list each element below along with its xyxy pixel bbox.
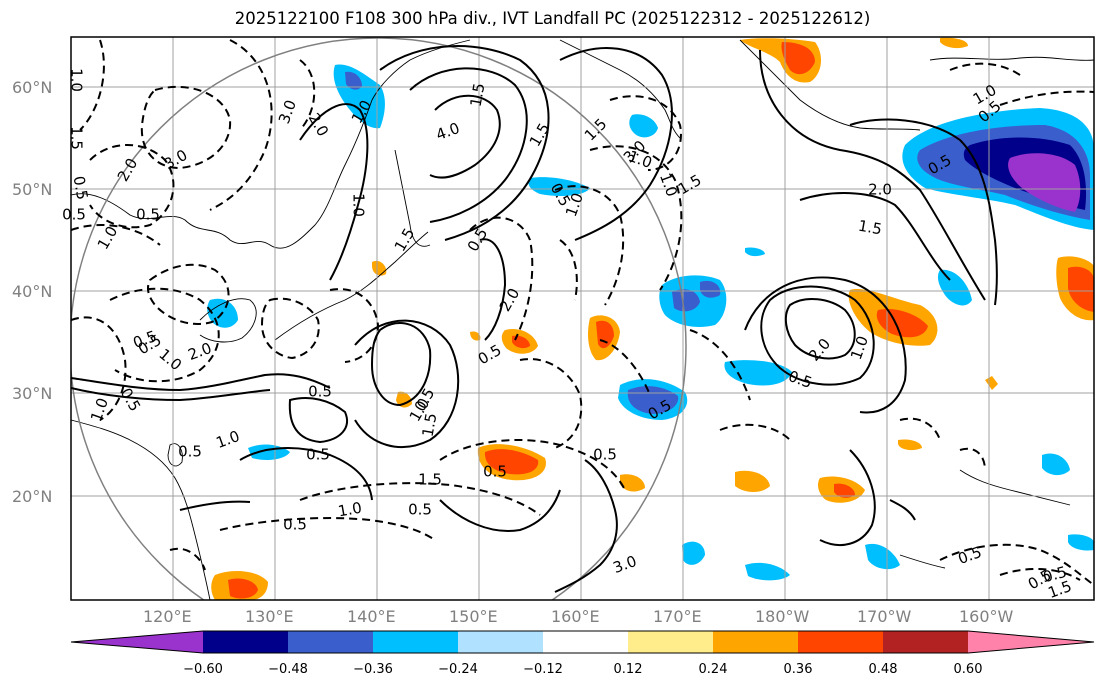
pos-blob-p15 [985,376,998,390]
colorbar-tick-label: −0.12 [523,662,563,677]
colorbar-segment [628,631,713,653]
contour-label: 2.0 [868,181,892,199]
pos-blob-p6b [484,449,539,475]
contour-label: 0.5 [283,516,307,534]
lon-label-140e: 140°E [347,607,396,626]
pos-blob-p1b [781,42,815,75]
colorbar-segment [373,631,458,653]
contour-label: 1.5 [857,217,884,239]
lon-label-160e: 160°E [551,607,600,626]
neg-blob-n3 [528,177,590,196]
pos-blob-p10b [228,578,258,599]
pos-blob-p4b [596,320,614,349]
contour-label: 1.5 [467,82,489,109]
colorbar-tick-label: 0.24 [698,662,728,677]
contour-label: 1.5 [68,126,86,150]
pos-blob-p8 [735,470,770,492]
figure-title: 2025122100 F108 300 hPa div., IVT Landfa… [234,9,871,28]
contour-label: 1.0 [68,68,86,92]
colorbar-tick-label: 0.60 [953,662,983,677]
contour-label: 0.5 [483,463,507,481]
colorbar-tick-label: 0.48 [868,662,898,677]
contour-label: 0.5 [308,383,332,401]
contour-label: 0.5 [306,446,330,464]
colorbar-segment [203,631,288,653]
colorbar-segment [968,631,1094,653]
contour-label: 1.5 [418,471,442,489]
colorbar-tick-label: −0.24 [438,662,478,677]
solid-contours [71,45,998,593]
contour-label: 0.5 [70,175,92,202]
colorbar-tick-label: −0.48 [268,662,308,677]
colorbar-segment [288,631,373,653]
neg-blob-n2 [629,114,658,138]
colorbar-tick-label: 0.12 [613,662,643,677]
colorbar-outline [70,630,1095,654]
landfall-radius-circle [71,37,687,600]
contour-label: 0.5 [178,443,202,461]
neg-blob-c1c [700,280,721,298]
neg-blob-c9 [745,562,790,581]
lat-label-40n: 40°N [12,282,53,301]
lon-label-170w: 170°W [857,607,912,626]
pos-blob-p9 [620,474,645,492]
neg-blob-c8 [865,543,900,570]
neg-blob-c11 [1068,534,1094,551]
contour-label: 1.0 [337,499,364,521]
colorbar-segment [458,631,543,653]
lon-label-150e: 150°E [449,607,498,626]
colorbar [70,630,1095,654]
neg-blob-c10 [682,541,705,565]
contour-label: 0.5 [136,206,160,224]
contour-label: 0.5 [408,501,432,519]
lat-label-30n: 30°N [12,384,53,403]
pos-blob-p14 [898,439,922,451]
neg-blob-ne-4 [1008,153,1081,212]
contour-label: 0.5 [593,446,617,464]
colorbar-segment [798,631,883,653]
contour-label: 1.0 [350,193,368,217]
pos-blob-p13 [940,37,968,49]
colorbar-segment [713,631,798,653]
pos-blob-p16 [470,331,481,341]
colorbar-segment [883,631,968,653]
lat-label-50n: 50°N [12,180,53,199]
contour-label: 0.5 [1041,563,1069,587]
lon-label-170e: 170°E [653,607,702,626]
pos-blob-p11 [396,391,412,408]
lon-label-180w: 180°W [755,607,810,626]
lon-label-130e: 130°E [245,607,294,626]
pos-blob-p7b [834,483,855,498]
neg-blob-c12 [745,247,765,257]
colorbar-segment [71,631,203,653]
lat-label-60n: 60°N [12,78,53,97]
dashed-contours [71,39,1094,586]
lon-label-160w: 160°W [959,607,1014,626]
colorbar-segment [543,631,628,653]
colorbar-tick-label: −0.60 [183,662,223,677]
lat-label-20n: 20°N [12,487,53,506]
pos-blob-p2b [876,308,928,338]
map-frame [70,36,1095,601]
colorbar-tick-label: 0.36 [783,662,813,677]
contour-label: 0.5 [62,206,86,224]
shaded-divergence [207,37,1094,600]
contour-label: 1.5 [419,412,441,439]
neg-blob-c7 [1042,453,1070,476]
pos-blob-p12 [372,260,387,276]
lon-label-120e: 120°E [143,607,192,626]
colorbar-tick-label: −0.36 [353,662,393,677]
neg-blob-c1b [672,289,700,312]
neg-blob-c4 [937,269,972,306]
neg-blob-n1b [345,71,362,90]
pos-blob-p3b [1068,266,1094,312]
